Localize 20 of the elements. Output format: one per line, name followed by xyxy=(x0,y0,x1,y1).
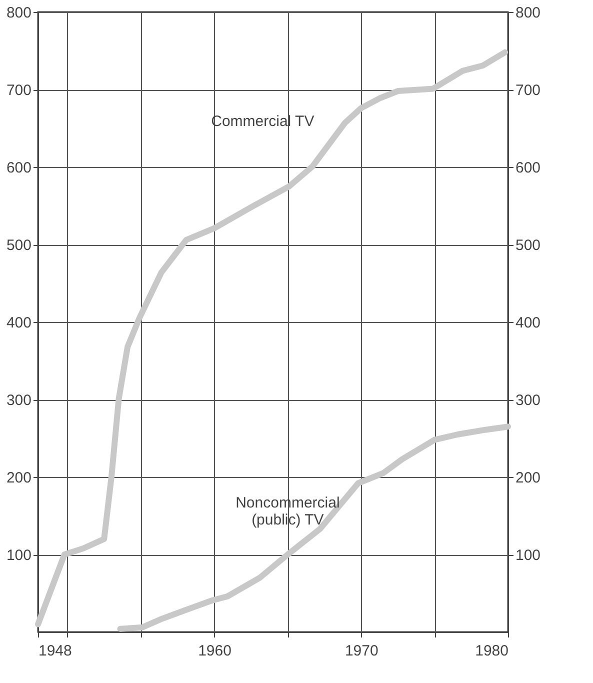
x-tick-label: 1948 xyxy=(38,642,72,660)
y2-tick-label: 600 xyxy=(516,160,541,176)
y2-tick-label: 100 xyxy=(516,547,541,564)
y2-tick-label: 700 xyxy=(516,82,541,99)
y2-tick-label: 800 xyxy=(516,4,541,22)
y-tick-label: 300 xyxy=(6,392,32,409)
y-tick-label: 200 xyxy=(6,470,32,486)
y-tick-label: 400 xyxy=(6,314,32,332)
y2-tick-label: 300 xyxy=(516,392,541,409)
y2-tick-label: 400 xyxy=(516,314,541,332)
y-tick-label: 100 xyxy=(6,547,32,564)
y-tick-label: 700 xyxy=(6,82,32,99)
y-tick-label: 600 xyxy=(6,160,32,176)
x-tick-label: 1980 xyxy=(475,642,508,660)
x-tick-label: 1970 xyxy=(344,642,378,660)
y2-tick-label: 200 xyxy=(516,470,541,486)
y2-tick-label: 500 xyxy=(516,237,541,254)
y-tick-label: 500 xyxy=(6,237,32,254)
y-tick-label: 800 xyxy=(6,4,32,22)
x-tick-label: 1960 xyxy=(198,642,232,660)
